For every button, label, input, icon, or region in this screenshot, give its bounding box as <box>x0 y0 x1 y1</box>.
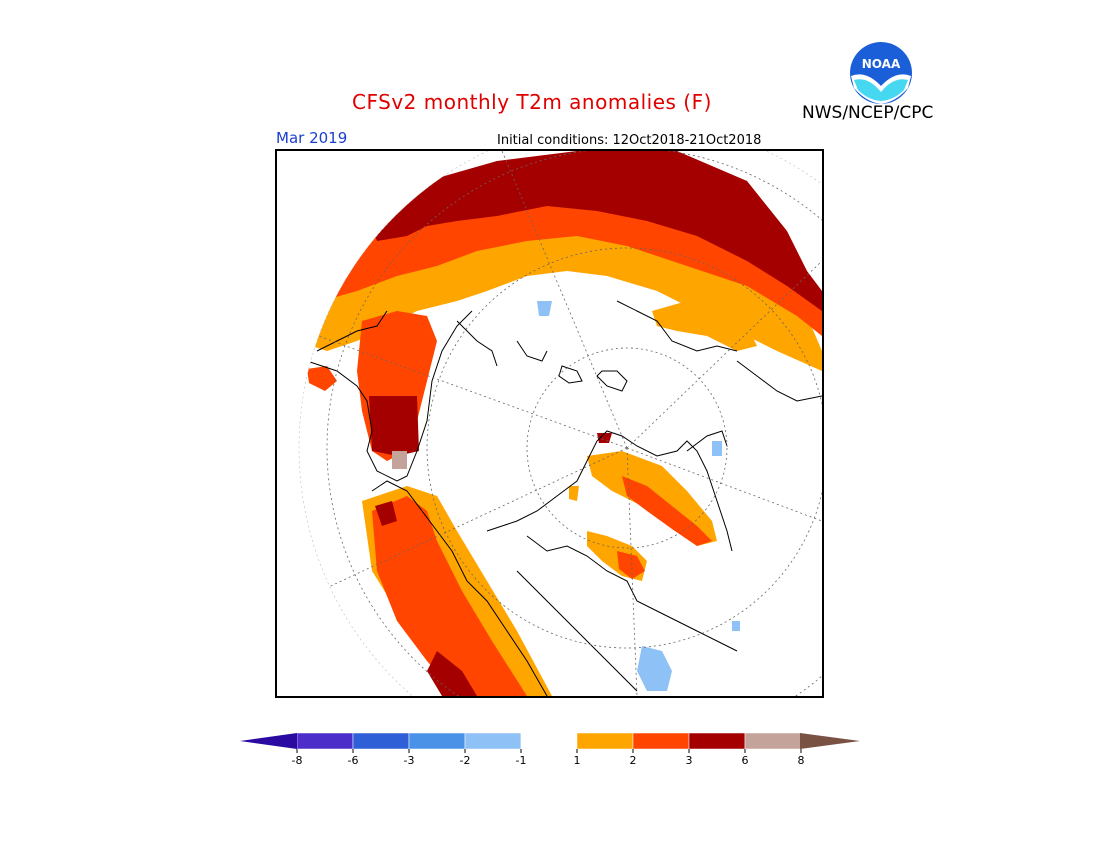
color-bar-bin <box>408 733 466 750</box>
anomaly-region-europe-darkred <box>367 151 822 311</box>
anomaly-region-central-asia-red <box>617 551 645 579</box>
noaa-logo: NOAA <box>848 40 914 106</box>
anomaly-region-small-lightblue-2 <box>712 441 722 456</box>
polar-map-svg <box>298 151 822 696</box>
graticule <box>299 151 822 696</box>
anomaly-region-asia-small-orange <box>569 486 579 501</box>
color-bar-bin <box>520 733 578 750</box>
anomaly-region-small-lightblue-1 <box>537 301 552 316</box>
polar-map <box>275 149 824 698</box>
anomaly-region-scand-orange <box>652 301 757 351</box>
color-bar-tick-label: 1 <box>574 754 581 767</box>
color-bar-tick-label: 3 <box>686 754 693 767</box>
anomaly-region-greenland-brown <box>392 451 407 469</box>
color-bar-bin <box>352 733 410 750</box>
color-bar-tick-label: -6 <box>348 754 359 767</box>
agency-label: NWS/NCEP/CPC <box>802 103 934 123</box>
coastlines <box>299 300 822 696</box>
color-bar-bin <box>688 733 746 750</box>
color-bar-tick-label: -1 <box>516 754 527 767</box>
anomaly-region-alaska-darkred <box>375 501 397 526</box>
color-bar-bin <box>632 733 690 750</box>
anomaly-region-china-lightblue <box>637 646 672 691</box>
color-bar-tick-label: 6 <box>742 754 749 767</box>
valid-month: Mar 2019 <box>276 129 348 147</box>
anomaly-region-westcoast-red <box>372 496 527 696</box>
color-bar-bin <box>296 733 354 750</box>
color-bar-high-arrow <box>800 733 860 749</box>
anomaly-region-baffin-red <box>307 366 337 391</box>
color-bar-bin <box>576 733 634 750</box>
anomaly-region-westcoast-darkred <box>427 651 477 696</box>
color-bar-low-arrow <box>240 733 297 749</box>
initial-conditions: Initial conditions: 12Oct2018-21Oct2018 <box>497 133 762 148</box>
color-bar: -8 -6 -3 -2 -1 1 2 3 6 8 <box>240 733 860 767</box>
color-bar-bin <box>464 733 522 750</box>
anomaly-region-siberia-red <box>622 476 712 546</box>
map-title: CFSv2 monthly T2m anomalies (F) <box>352 90 712 114</box>
anomaly-region-greenland-darkred <box>369 396 419 456</box>
color-bar-tick-label: -8 <box>292 754 303 767</box>
anomaly-region-chukotka-darkred <box>597 433 612 443</box>
color-bar-tick-label: -2 <box>460 754 471 767</box>
color-bar-tick-label: -3 <box>404 754 415 767</box>
anomaly-region-europe-red <box>317 191 822 336</box>
anomaly-region-small-lightblue-3 <box>732 621 740 631</box>
color-bar-tick-label: 2 <box>630 754 637 767</box>
color-bar-bin <box>744 733 802 750</box>
logo-text: NOAA <box>862 57 901 71</box>
color-bar-tick-label: 8 <box>798 754 805 767</box>
